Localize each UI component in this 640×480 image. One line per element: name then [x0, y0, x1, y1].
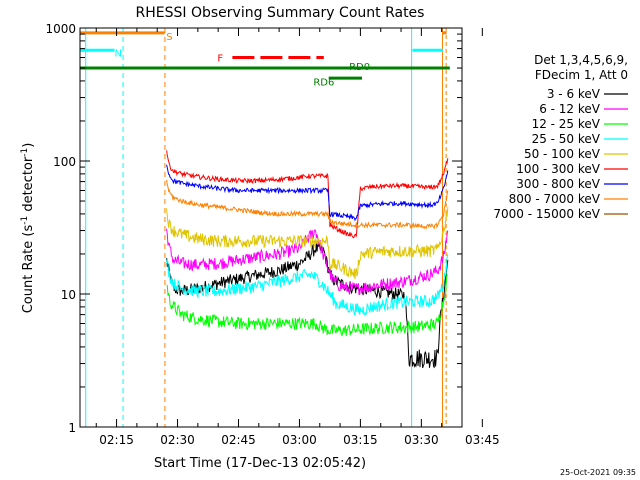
y-axis-label-sup: -1: [20, 148, 30, 157]
series-line: [166, 274, 448, 337]
status-label: F: [217, 54, 223, 65]
x-tick-label: 03:45: [465, 433, 500, 447]
y-tick-label: 1: [68, 421, 76, 435]
legend-label: 3 - 6 keV: [547, 87, 601, 101]
status-label: S: [166, 32, 172, 43]
x-tick-label: 03:00: [282, 433, 317, 447]
y-tick-label: 1000: [45, 22, 76, 36]
plot-layer: S N F RD0 RD6: [80, 28, 450, 427]
y-axis-label-part: detector: [21, 156, 36, 216]
legend-label: 50 - 100 keV: [524, 147, 601, 161]
x-axis-label: Start Time (17-Dec-13 02:05:42): [154, 456, 366, 471]
series-line: [166, 207, 449, 280]
y-axis: 1 10 100 1000: [45, 22, 462, 435]
chart-title: RHESSI Observing Summary Count Rates: [136, 5, 425, 21]
legend-header-line-2: FDecim 1, Att 0: [535, 68, 628, 82]
x-axis: 02:15 02:30 02:45 03:00 03:15 03:30 03:45: [95, 28, 500, 447]
y-tick-label: 10: [61, 288, 76, 302]
x-tick-label: 02:45: [221, 433, 256, 447]
x-tick-label: 02:15: [99, 433, 134, 447]
legend-label: 7000 - 15000 keV: [493, 207, 600, 221]
generation-timestamp: 25-Oct-2021 09:35: [560, 468, 636, 477]
plot-frame: [79, 27, 463, 428]
series-line: [166, 253, 449, 316]
x-tick-label: 03:30: [404, 433, 439, 447]
legend-label: 800 - 7000 keV: [509, 192, 601, 206]
legend-label: 6 - 12 keV: [539, 102, 601, 116]
y-axis-label-part: Count Rate (s: [21, 225, 36, 314]
legend-label: 25 - 50 keV: [532, 132, 601, 146]
y-axis-label-sup: -1: [20, 216, 30, 225]
series-line: [166, 164, 449, 222]
status-label: RD6: [313, 78, 334, 89]
legend-label: 300 - 800 keV: [516, 177, 600, 191]
y-tick-label: 100: [53, 155, 76, 169]
series-line: [166, 243, 449, 369]
status-label: N: [114, 48, 121, 59]
legend-header-line-1: Det 1,3,4,5,6,9,: [534, 53, 628, 67]
y-axis-label-part: ): [21, 143, 36, 148]
legend-label: 100 - 300 keV: [516, 162, 600, 176]
legend: Det 1,3,4,5,6,9, FDecim 1, Att 0 3 - 6 k…: [493, 53, 628, 221]
legend-label: 12 - 25 keV: [532, 117, 601, 131]
series-line: [166, 150, 449, 239]
x-tick-label: 02:30: [160, 433, 195, 447]
y-axis-label: Count Rate (s-1 detector-1): [20, 143, 36, 314]
x-tick-label: 03:15: [343, 433, 378, 447]
series-line: [166, 179, 449, 230]
status-label: RD0: [349, 62, 370, 73]
